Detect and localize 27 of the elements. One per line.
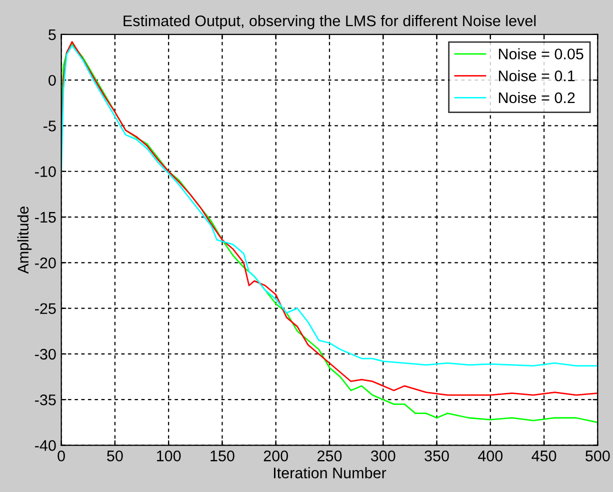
x-tick-label: 300 — [370, 450, 396, 462]
y-tick-label: -40 — [35, 440, 56, 451]
legend-label: Noise = 0.1 — [498, 70, 575, 82]
y-tick-label: 5 — [48, 29, 56, 40]
y-tick-label: -15 — [35, 212, 56, 223]
y-tick-label: -30 — [35, 348, 56, 360]
x-tick-label: 100 — [156, 450, 181, 462]
y-tick-label: -25 — [35, 303, 56, 314]
x-tick-label: 50 — [107, 450, 123, 462]
chart-title: Estimated Output, observing the LMS for different Noise level — [124, 15, 536, 30]
x-tick-label: 450 — [532, 450, 556, 462]
y-tick-label: -10 — [35, 166, 56, 178]
x-axis-title: Iteration Number — [274, 467, 386, 478]
x-tick-label: 200 — [264, 450, 288, 462]
y-tick-label: -35 — [35, 394, 56, 406]
x-tick-label: 500 — [586, 450, 610, 462]
y-axis-title: Amplitude — [17, 206, 32, 274]
x-tick-label: 350 — [424, 450, 449, 462]
legend-label: Noise = 0.05 — [498, 48, 584, 60]
y-tick-label: -20 — [35, 258, 56, 268]
y-tick-label: 0 — [48, 74, 56, 86]
x-tick-label: 250 — [318, 450, 342, 462]
y-tick-label: -5 — [44, 120, 56, 132]
legend-label: Noise = 0.2 — [498, 92, 575, 104]
x-tick-label: 150 — [210, 450, 234, 462]
x-tick-label: 400 — [478, 450, 503, 462]
x-tick-label: 0 — [58, 450, 65, 462]
